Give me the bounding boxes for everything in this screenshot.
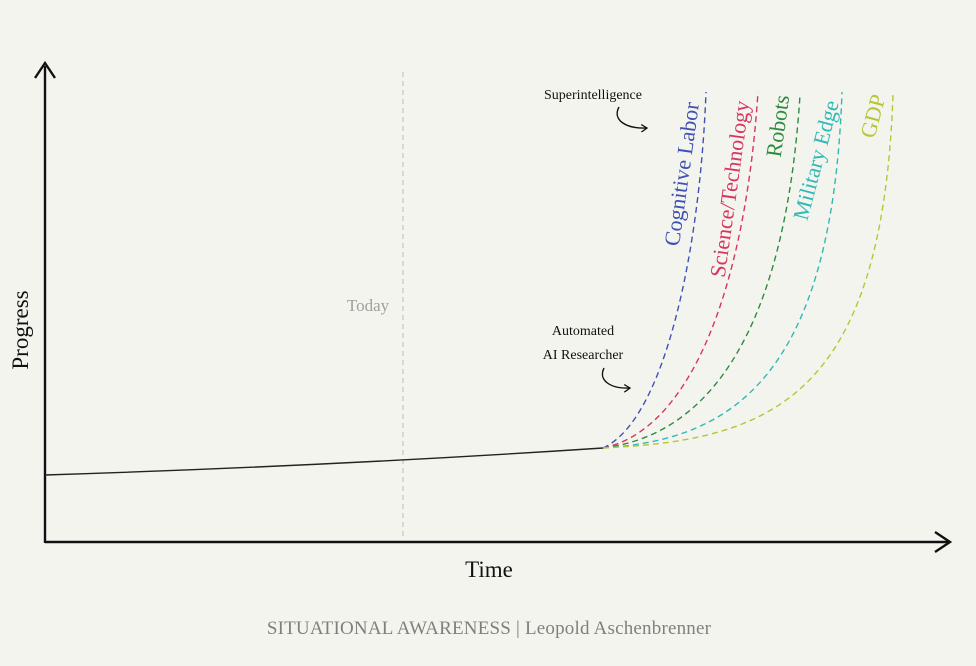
automated-researcher-line1: Automated <box>552 324 614 339</box>
curve-label-robots: Robots <box>761 93 794 158</box>
superintelligence-arrow-icon <box>616 106 647 128</box>
curve-label-cognitive-labor: Cognitive Labor <box>659 100 704 248</box>
y-axis-title: Progress <box>8 290 33 369</box>
curve-robots <box>602 94 801 449</box>
automated-researcher-line2: AI Researcher <box>543 348 624 363</box>
curve-science-technology <box>602 91 759 449</box>
x-axis-title: Time <box>465 557 513 582</box>
automated-researcher-arrow-icon <box>601 367 630 388</box>
superintelligence-annotation: Superintelligence <box>544 88 642 103</box>
x-axis-arrow-icon <box>934 531 953 553</box>
curve-gdp <box>602 94 894 449</box>
curve-military-edge <box>602 91 843 449</box>
curve-label-military-edge: Military Edge <box>788 98 844 223</box>
x-axis <box>45 531 953 553</box>
today-label: Today <box>347 296 390 315</box>
y-axis-arrow-icon <box>34 60 56 79</box>
curve-cognitive-labor <box>602 91 707 449</box>
baseline-progress-line <box>44 447 604 476</box>
footer-credit: SITUATIONAL AWARENESS | Leopold Aschenbr… <box>267 618 712 639</box>
curve-label-gdp: GDP <box>855 92 891 141</box>
y-axis <box>34 60 56 543</box>
